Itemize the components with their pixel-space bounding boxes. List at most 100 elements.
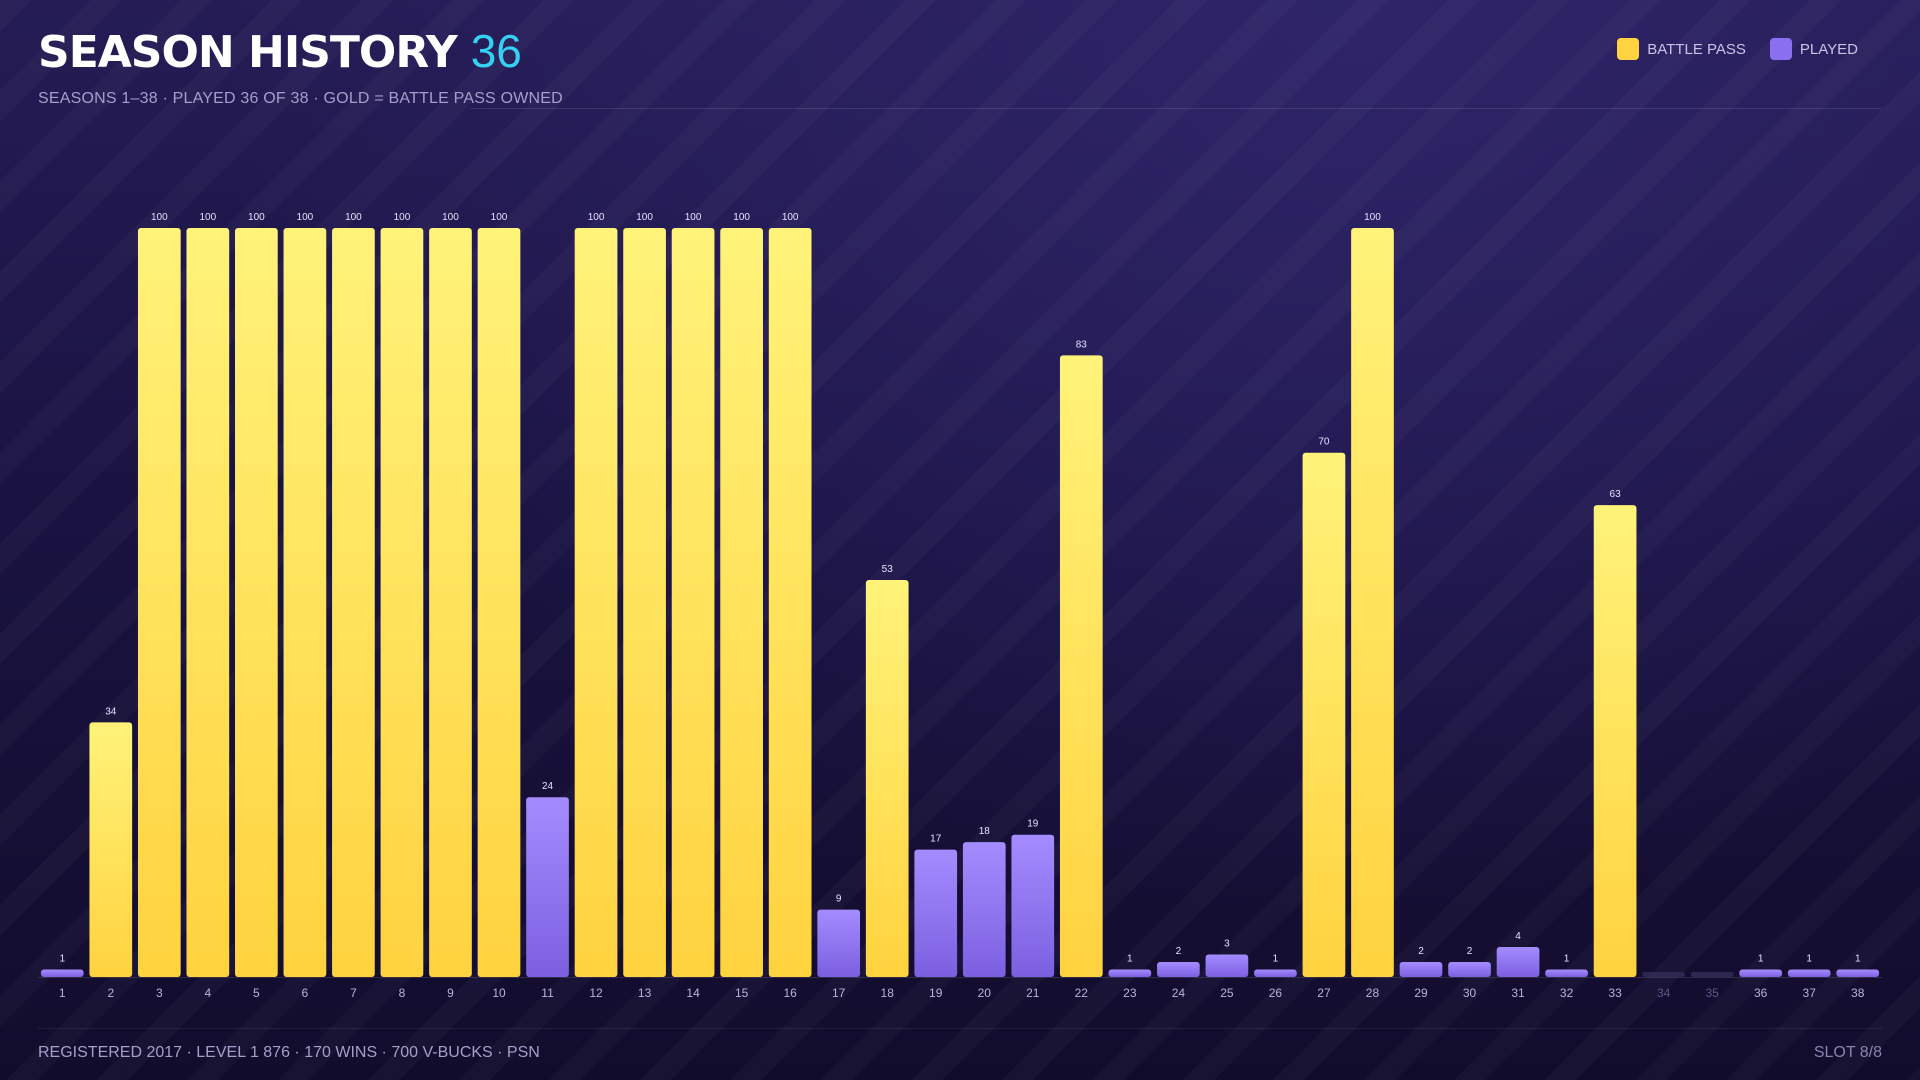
tick-label-season-37: 37 <box>1803 986 1817 1000</box>
tick-label-season-25: 25 <box>1220 986 1234 1000</box>
bar-season-17 <box>817 909 861 977</box>
data-label-season-22: 83 <box>1076 339 1088 350</box>
bar-season-9 <box>429 228 472 977</box>
bar-season-16 <box>768 228 812 977</box>
tick-label-season-20: 20 <box>978 986 992 1000</box>
data-label-season-13: 100 <box>636 212 653 223</box>
tick-label-season-23: 23 <box>1123 986 1137 1000</box>
tick-label-season-34: 34 <box>1657 986 1671 1000</box>
bar-season-33 <box>1593 505 1637 977</box>
data-label-season-27: 70 <box>1318 437 1330 448</box>
bar-season-26 <box>1254 969 1297 977</box>
bar-season-10 <box>477 228 521 977</box>
data-label-season-7: 100 <box>345 212 362 223</box>
season-count: 36 <box>470 25 522 77</box>
data-label-season-14: 100 <box>685 212 702 223</box>
data-label-season-31: 4 <box>1515 931 1521 942</box>
header-divider <box>470 108 1882 109</box>
tick-label-season-33: 33 <box>1608 986 1622 1000</box>
bar-season-1 <box>40 969 84 977</box>
bar-season-18 <box>865 580 909 977</box>
data-label-season-29: 2 <box>1418 946 1424 957</box>
tick-label-season-32: 32 <box>1560 986 1574 1000</box>
bar-season-11 <box>526 797 569 977</box>
tick-label-season-21: 21 <box>1026 986 1040 1000</box>
tick-label-season-18: 18 <box>881 986 895 1000</box>
legend-label-played: PLAYED <box>1799 40 1858 58</box>
bar-season-30 <box>1448 962 1491 977</box>
tick-label-season-4: 4 <box>204 986 211 1000</box>
tick-label-season-19: 19 <box>929 986 943 1000</box>
bar-season-7 <box>332 228 375 977</box>
legend-label-battle-pass: BATTLE PASS <box>1647 40 1746 58</box>
data-label-season-30: 2 <box>1467 946 1473 957</box>
data-label-season-36: 1 <box>1758 954 1764 965</box>
bar-season-37 <box>1787 969 1831 977</box>
tick-label-season-8: 8 <box>399 986 406 1000</box>
tick-label-season-11: 11 <box>541 986 554 1000</box>
tick-label-season-28: 28 <box>1366 986 1380 1000</box>
data-label-season-9: 100 <box>442 212 459 223</box>
tick-label-season-22: 22 <box>1075 986 1089 1000</box>
bar-season-28 <box>1351 228 1394 977</box>
tick-label-season-35: 35 <box>1705 986 1719 1000</box>
data-label-season-15: 100 <box>733 212 750 223</box>
data-label-season-1: 1 <box>59 954 65 965</box>
data-label-season-33: 63 <box>1610 489 1622 500</box>
slot-indicator: SLOT 8/8 <box>1813 1044 1882 1061</box>
data-label-season-18: 53 <box>882 564 894 575</box>
data-label-season-16: 100 <box>782 212 799 223</box>
tick-label-season-16: 16 <box>783 986 797 1000</box>
legend-item-played: PLAYED <box>1769 38 1858 60</box>
data-label-season-28: 100 <box>1364 212 1381 223</box>
page-title: SEASON HISTORY <box>38 27 458 78</box>
tick-label-season-24: 24 <box>1172 986 1186 1000</box>
bar-season-12 <box>574 228 618 977</box>
bar-season-23 <box>1108 969 1152 977</box>
bar-season-13 <box>623 228 666 977</box>
tick-label-season-7: 7 <box>350 986 357 1000</box>
legend-swatch-played <box>1769 38 1792 60</box>
data-label-season-10: 100 <box>491 212 508 223</box>
bar-season-25 <box>1205 954 1249 977</box>
bar-season-8 <box>380 228 424 977</box>
bar-season-35 <box>1690 972 1734 977</box>
data-label-season-8: 100 <box>394 212 411 223</box>
bar-season-27 <box>1302 452 1346 977</box>
bar-season-4 <box>186 228 230 977</box>
data-label-season-20: 18 <box>979 826 991 837</box>
bar-season-24 <box>1157 962 1200 977</box>
data-label-season-3: 100 <box>151 212 168 223</box>
data-label-season-2: 34 <box>105 706 117 717</box>
tick-label-season-13: 13 <box>638 986 652 1000</box>
data-label-season-37: 1 <box>1806 954 1812 965</box>
data-label-season-38: 1 <box>1855 954 1861 965</box>
tick-label-season-10: 10 <box>492 986 506 1000</box>
bar-season-38 <box>1836 969 1880 977</box>
bar-season-19 <box>914 849 958 977</box>
data-label-season-4: 100 <box>199 212 216 223</box>
bar-season-20 <box>962 842 1006 977</box>
tick-label-season-2: 2 <box>107 986 114 1000</box>
data-label-season-24: 2 <box>1176 946 1182 957</box>
bar-season-32 <box>1545 969 1588 977</box>
tick-label-season-12: 12 <box>589 986 603 1000</box>
bar-season-31 <box>1496 947 1540 977</box>
data-label-season-23: 1 <box>1127 954 1133 965</box>
header: SEASON HISTORY 36 <box>38 24 522 78</box>
tick-label-season-14: 14 <box>686 986 700 1000</box>
tick-label-season-15: 15 <box>735 986 749 1000</box>
data-label-season-19: 17 <box>930 834 942 845</box>
tick-label-season-29: 29 <box>1414 986 1428 1000</box>
data-label-season-6: 100 <box>297 212 314 223</box>
tick-label-season-31: 31 <box>1511 986 1525 1000</box>
data-label-season-5: 100 <box>248 212 265 223</box>
tick-label-season-30: 30 <box>1463 986 1477 1000</box>
bar-season-34 <box>1642 972 1685 977</box>
data-label-season-25: 3 <box>1224 939 1230 950</box>
tick-label-season-5: 5 <box>253 986 260 1000</box>
data-label-season-17: 9 <box>836 894 842 905</box>
footer-stats: REGISTERED 2017 · LEVEL 1 876 · 170 WINS… <box>38 1044 540 1061</box>
bar-season-6 <box>283 228 327 977</box>
